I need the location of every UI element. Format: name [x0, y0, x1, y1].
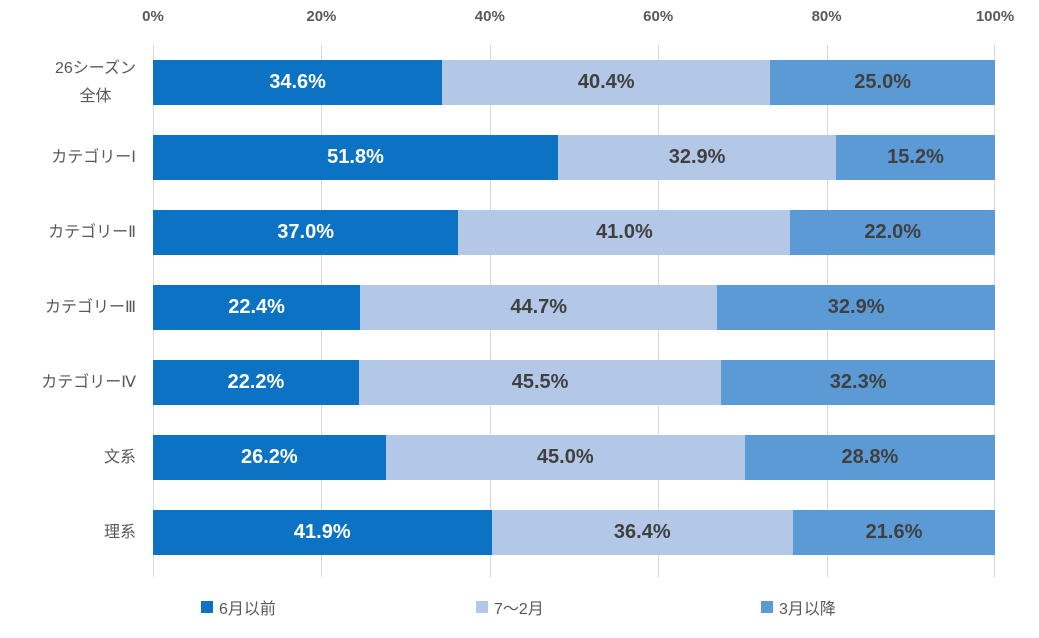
bar-segment-3月以降: 21.6%: [793, 510, 995, 555]
x-axis-tick-label: 0%: [142, 8, 164, 25]
data-label: 25.0%: [854, 71, 912, 93]
data-label: 51.8%: [327, 146, 384, 168]
category-label-text: カテゴリーⅢ: [44, 298, 136, 316]
data-label: 36.4%: [613, 521, 671, 543]
data-label: 37.0%: [277, 221, 334, 243]
x-axis-tick-label: 100%: [975, 8, 1015, 25]
bar-segment-6月以前: 34.6%: [153, 60, 443, 105]
bar-segment-3月以降: 25.0%: [770, 60, 995, 105]
category-label-text: 理系: [103, 523, 136, 541]
category-label-text: カテゴリーⅡ: [48, 223, 136, 241]
legend-label: 3月以降: [779, 601, 836, 618]
legend-swatch-icon: [201, 601, 213, 613]
bar-segment-3月以降: 15.2%: [836, 135, 995, 180]
x-axis-tick-label: 20%: [306, 8, 337, 25]
data-label: 21.6%: [865, 521, 923, 543]
bar-track: 22.2% 45.5% 32.3%: [153, 360, 995, 405]
bar-segment-3月以降: 32.9%: [717, 285, 995, 330]
category-label-text: カテゴリーⅠ: [51, 148, 136, 166]
data-label: 28.8%: [841, 446, 899, 468]
data-label: 41.0%: [596, 221, 653, 243]
bar-segment-7～2月: 36.4%: [491, 510, 794, 555]
data-label: 32.3%: [829, 371, 887, 393]
bar-segment-7～2月: 40.4%: [442, 60, 771, 105]
category-label: カテゴリーⅠ: [0, 144, 153, 171]
data-label: 32.9%: [827, 296, 885, 318]
legend-item-series-3: 3月以降: [761, 595, 836, 619]
legend-swatch-icon: [476, 601, 488, 613]
data-label: 22.0%: [864, 221, 922, 243]
legend: 6月以前 7～2月 3月以降: [0, 595, 1039, 623]
category-label: 文系: [0, 444, 153, 471]
x-axis-ticks: 0% 20% 40% 60% 80% 100%: [142, 8, 1014, 30]
legend-swatch-icon: [761, 601, 773, 613]
category-label: 理系: [0, 519, 153, 546]
bar-segment-6月以前: 41.9%: [153, 510, 492, 555]
data-label: 22.4%: [228, 296, 285, 318]
bar-segment-7～2月: 45.5%: [358, 360, 722, 405]
data-label: 45.5%: [511, 371, 569, 393]
bar-row: 文系 26.2% 45.0% 28.8%: [0, 420, 995, 495]
data-label: 26.2%: [241, 446, 298, 468]
data-label: 22.2%: [227, 371, 285, 393]
bar-row: 26シーズン 全体 34.6% 40.4% 25.0%: [0, 45, 995, 120]
category-label-text: 26シーズン 全体: [55, 60, 136, 105]
data-label: 32.9%: [668, 146, 726, 168]
x-axis-tick-label: 40%: [474, 8, 505, 25]
bar-segment-6月以前: 51.8%: [153, 135, 559, 180]
bar-segment-7～2月: 32.9%: [558, 135, 837, 180]
category-label: カテゴリーⅢ: [0, 294, 153, 321]
data-label: 45.0%: [536, 446, 594, 468]
bar-row: カテゴリーⅡ 37.0% 41.0% 22.0%: [0, 195, 995, 270]
data-label: 41.9%: [293, 521, 351, 543]
category-label-text: カテゴリーⅣ: [41, 373, 136, 391]
data-label: 44.7%: [510, 296, 568, 318]
bar-segment-3月以降: 32.3%: [721, 360, 995, 405]
bar-segment-7～2月: 41.0%: [458, 210, 791, 255]
bar-track: 37.0% 41.0% 22.0%: [153, 210, 995, 255]
bar-track: 51.8% 32.9% 15.2%: [153, 135, 995, 180]
bar-track: 22.4% 44.7% 32.9%: [153, 285, 995, 330]
bar-rows: 26シーズン 全体 34.6% 40.4% 25.0% カテゴリーⅠ 51.8% 32.9%…: [0, 45, 995, 570]
bar-segment-3月以降: 28.8%: [744, 435, 995, 480]
bar-track: 41.9% 36.4% 21.6%: [153, 510, 995, 555]
category-label: 26シーズン 全体: [0, 55, 153, 109]
bar-segment-6月以前: 22.4%: [153, 285, 361, 330]
data-label: 40.4%: [577, 71, 635, 93]
legend-item-series-1: 6月以前: [201, 595, 276, 619]
legend-label: 6月以前: [219, 601, 276, 618]
bar-segment-7～2月: 45.0%: [385, 435, 745, 480]
bar-row: カテゴリーⅠ 51.8% 32.9% 15.2%: [0, 120, 995, 195]
category-label: カテゴリーⅣ: [0, 369, 153, 396]
x-axis-tick-label: 80%: [811, 8, 842, 25]
bar-track: 26.2% 45.0% 28.8%: [153, 435, 995, 480]
legend-item-series-2: 7～2月: [476, 595, 544, 619]
data-label: 15.2%: [887, 146, 944, 168]
legend-label: 7～2月: [494, 601, 544, 618]
category-label: カテゴリーⅡ: [0, 219, 153, 246]
bar-segment-6月以前: 22.2%: [153, 360, 359, 405]
bar-segment-7～2月: 44.7%: [360, 285, 718, 330]
bar-row: カテゴリーⅣ 22.2% 45.5% 32.3%: [0, 345, 995, 420]
bar-track: 34.6% 40.4% 25.0%: [153, 60, 995, 105]
category-label-text: 文系: [103, 448, 136, 466]
data-label: 34.6%: [269, 71, 326, 93]
x-axis-tick-label: 60%: [643, 8, 674, 25]
bar-row: 理系 41.9% 36.4% 21.6%: [0, 495, 995, 570]
bar-segment-6月以前: 26.2%: [153, 435, 386, 480]
bar-segment-3月以降: 22.0%: [790, 210, 995, 255]
bar-segment-6月以前: 37.0%: [153, 210, 459, 255]
bar-row: カテゴリーⅢ 22.4% 44.7% 32.9%: [0, 270, 995, 345]
